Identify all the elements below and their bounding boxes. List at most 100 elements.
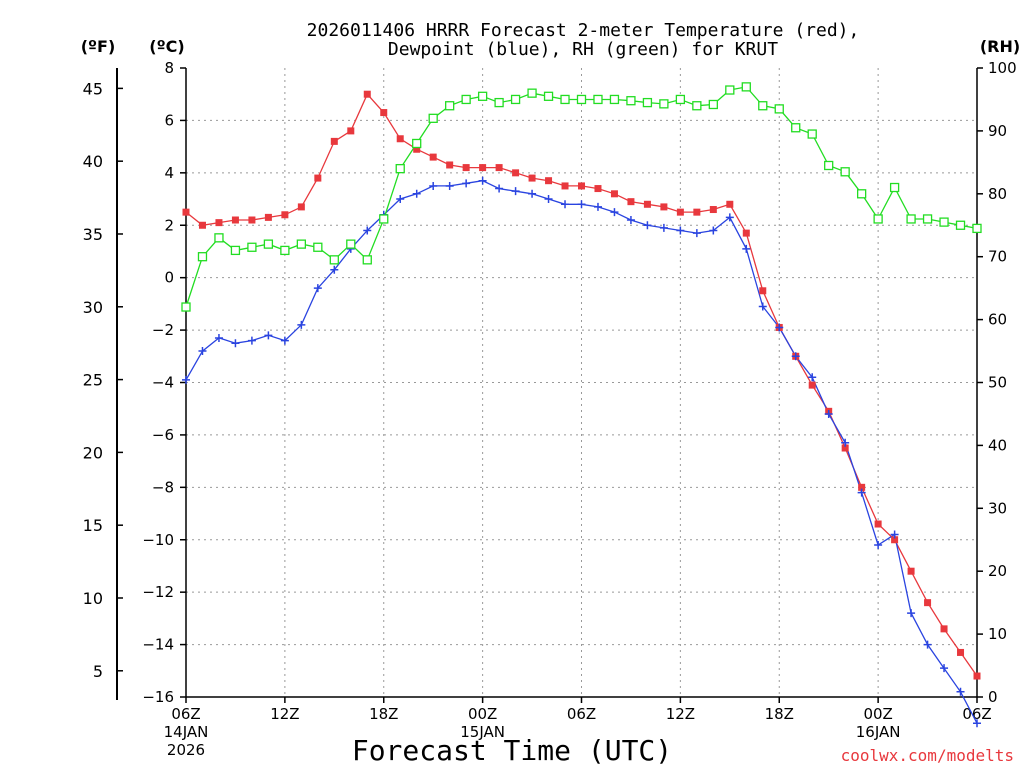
temperature-point bbox=[907, 567, 915, 575]
rh-point bbox=[395, 163, 405, 174]
dewpoint-point bbox=[511, 187, 520, 196]
tick-labels: 86420−2−4−6−8−10−12−14−16100908070605040… bbox=[83, 59, 1017, 759]
dewpoint-point bbox=[231, 339, 240, 348]
temperature-point bbox=[759, 287, 767, 295]
dewpoint-point bbox=[973, 719, 981, 728]
celsius-tick-label: 8 bbox=[164, 59, 174, 77]
rh-point bbox=[922, 214, 933, 224]
rh-tick-label: 50 bbox=[988, 374, 1007, 392]
fahrenheit-tick-label: 40 bbox=[83, 152, 103, 171]
dewpoint-point bbox=[214, 333, 223, 342]
chart-title-line1: 2026011406 HRRR Forecast 2-meter Tempera… bbox=[307, 20, 860, 41]
rh-point bbox=[791, 123, 801, 133]
celsius-tick-label: 6 bbox=[164, 111, 174, 129]
x-axis-label: Forecast Time (UTC) bbox=[352, 734, 672, 767]
celsius-tick-label: 4 bbox=[164, 164, 174, 182]
temperature-point bbox=[215, 219, 223, 227]
dewpoint-point bbox=[659, 223, 668, 232]
dewpoint-point bbox=[791, 352, 800, 361]
rh-point bbox=[659, 99, 669, 109]
celsius-tick-label: −2 bbox=[152, 321, 174, 339]
rh-point bbox=[758, 101, 768, 111]
rh-point bbox=[642, 97, 653, 108]
rh-point bbox=[329, 255, 339, 265]
dewpoint-point bbox=[528, 189, 537, 198]
rh-point bbox=[379, 214, 389, 224]
credit-label: coolwx.com/modelts bbox=[841, 746, 1014, 765]
rh-point bbox=[428, 113, 438, 123]
rh-tick-label: 0 bbox=[988, 688, 998, 706]
rh-point bbox=[280, 245, 290, 256]
fahrenheit-tick-label: 35 bbox=[83, 225, 103, 244]
rh-point bbox=[593, 94, 603, 105]
temperature-point bbox=[610, 190, 618, 198]
rh-tick-label: 10 bbox=[988, 625, 1007, 643]
rh-tick-label: 20 bbox=[988, 562, 1007, 580]
rh-point bbox=[609, 94, 620, 105]
celsius-tick-label: −14 bbox=[142, 636, 174, 654]
rh-point bbox=[296, 239, 307, 249]
rh-point bbox=[856, 189, 867, 199]
dewpoint-point bbox=[247, 336, 256, 345]
fahrenheit-tick-label: 25 bbox=[83, 371, 103, 390]
rh-point bbox=[362, 255, 372, 265]
dewpoint-point bbox=[940, 664, 949, 673]
temperature-point bbox=[578, 182, 585, 190]
rh-point bbox=[675, 94, 686, 105]
rh-point bbox=[840, 167, 850, 177]
dewpoint-point bbox=[280, 336, 289, 345]
dewpoint-point bbox=[330, 265, 339, 274]
dewpoint-point bbox=[874, 540, 883, 549]
rh-tick-label: 30 bbox=[988, 499, 1007, 517]
rh-point bbox=[939, 217, 949, 227]
x-tick-label: 00Z bbox=[468, 705, 497, 723]
dewpoint-point bbox=[478, 176, 487, 185]
x-tick-label: 00Z bbox=[863, 705, 892, 723]
rh-tick-label: 60 bbox=[988, 311, 1007, 329]
temperature-point bbox=[709, 206, 717, 214]
dewpoint-point bbox=[643, 221, 652, 230]
dewpoint-point bbox=[841, 438, 850, 447]
x-tick-label: 18Z bbox=[765, 705, 794, 723]
dewpoint-point bbox=[561, 200, 570, 209]
rh-point bbox=[510, 94, 521, 105]
temperature-point bbox=[264, 213, 272, 221]
x-tick-label: 12Z bbox=[270, 705, 299, 723]
date-label: 16JAN bbox=[856, 723, 901, 741]
dewpoint-point bbox=[610, 208, 619, 217]
temperature-point bbox=[940, 625, 948, 633]
rh-point bbox=[197, 252, 208, 262]
celsius-tick-label: −8 bbox=[152, 478, 174, 496]
date-label: 2026 bbox=[167, 741, 205, 759]
temperature-point bbox=[446, 161, 454, 169]
date-label: 14JAN bbox=[164, 723, 209, 741]
gridlines bbox=[186, 68, 977, 697]
dewpoint-point bbox=[775, 323, 784, 332]
rh-point bbox=[181, 302, 191, 312]
rh-point bbox=[560, 94, 570, 105]
temperature-point bbox=[347, 127, 355, 135]
rh-point bbox=[247, 242, 257, 252]
temperature-point bbox=[413, 145, 421, 153]
dewpoint-point bbox=[396, 195, 405, 204]
temperature-point bbox=[726, 200, 734, 208]
temperature-point bbox=[973, 672, 981, 680]
celsius-unit-label: (ºC) bbox=[149, 37, 184, 56]
temperature-point bbox=[182, 208, 190, 216]
dewpoint-point bbox=[890, 530, 899, 539]
dewpoint-point bbox=[462, 179, 471, 188]
rh-tick-label: 70 bbox=[988, 248, 1007, 266]
temperature-point bbox=[808, 381, 816, 389]
rh-point bbox=[708, 99, 718, 110]
dewpoint-point bbox=[297, 320, 306, 329]
temperature-point bbox=[561, 182, 569, 190]
temperature-point bbox=[462, 164, 470, 172]
temperature-point bbox=[330, 137, 338, 145]
dewpoint-point bbox=[626, 216, 635, 225]
temperature-point bbox=[742, 229, 750, 237]
fahrenheit-tick-label: 15 bbox=[83, 516, 103, 535]
rh-point bbox=[906, 214, 916, 224]
rh-point bbox=[461, 94, 471, 105]
temperature-point bbox=[924, 599, 932, 607]
temperature-point bbox=[495, 164, 503, 172]
